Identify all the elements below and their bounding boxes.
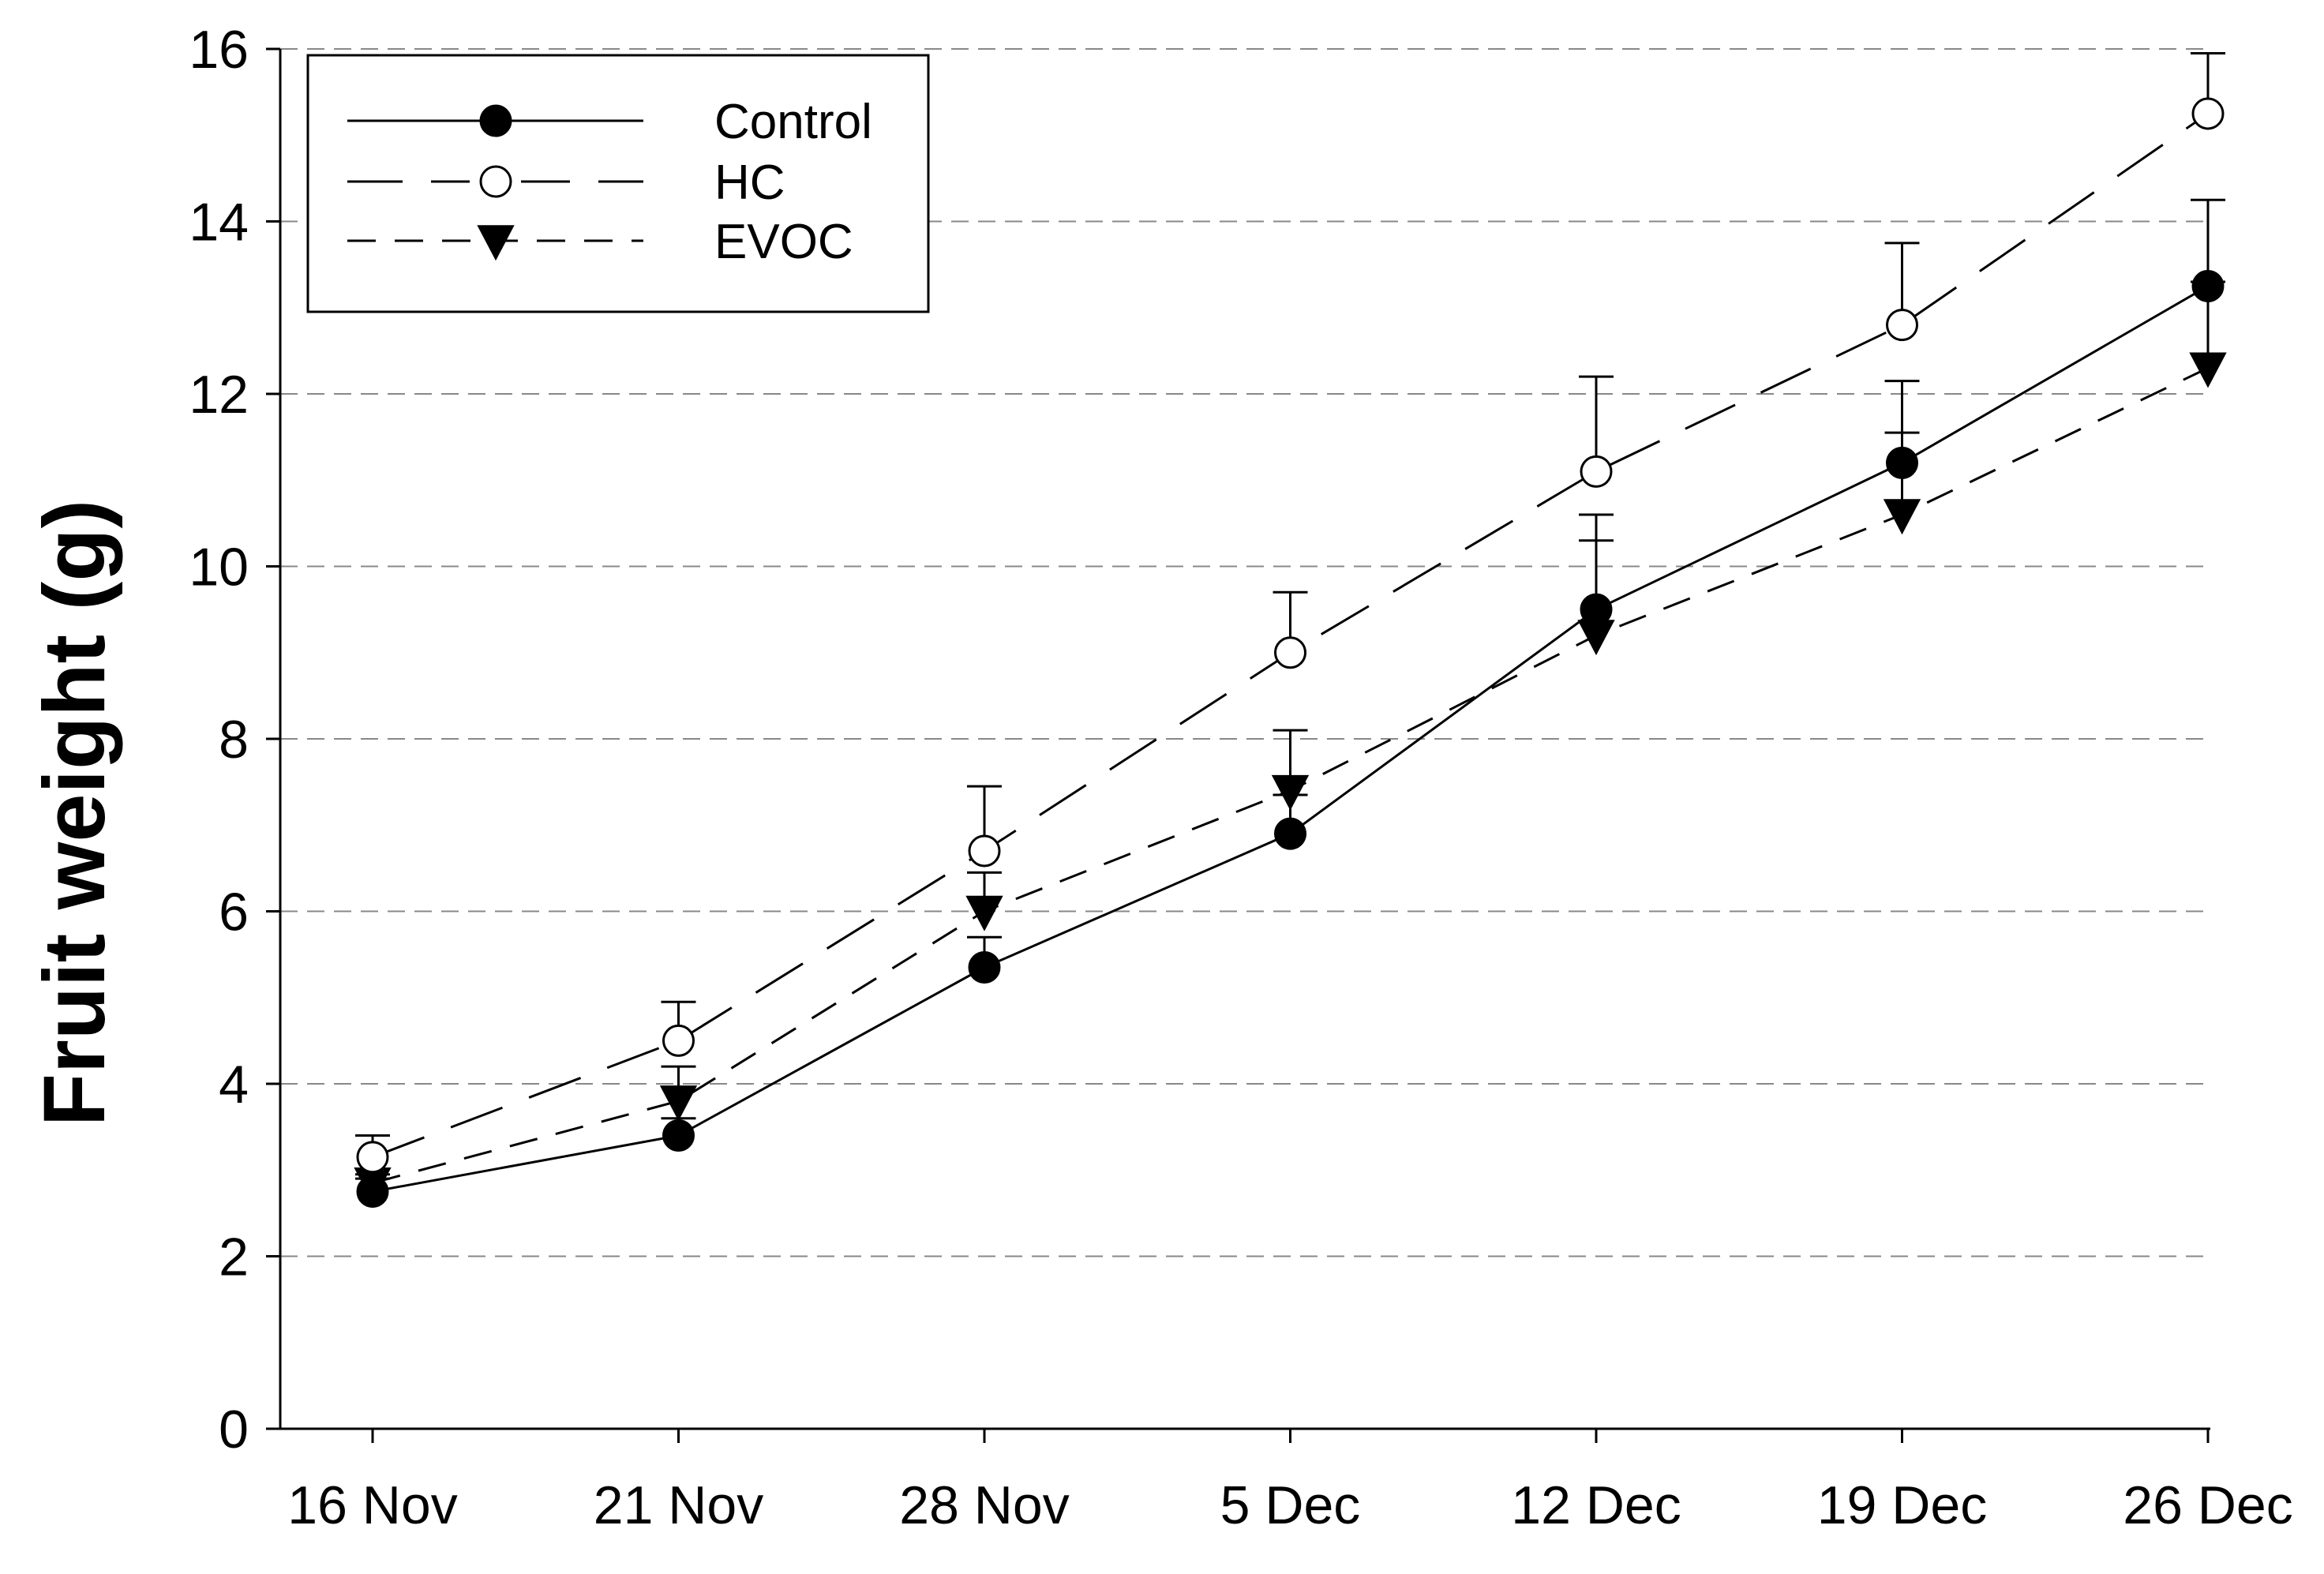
axes: 0 2 4 6 8 10 12 14 16 16 Nov 21 Nov 28 Nov 5 Dec 12 D… (189, 20, 2292, 1535)
series-hc (355, 51, 2225, 1174)
series-evoc (354, 280, 2227, 1203)
data-point (1274, 636, 1306, 669)
legend-marker (477, 225, 515, 261)
data-point (1580, 593, 1613, 626)
data-point (2189, 352, 2227, 388)
data-point (1886, 309, 1918, 342)
y-tick-label: 4 (219, 1055, 249, 1115)
y-tick-label: 10 (189, 538, 249, 598)
legend-label: EVOC (714, 215, 853, 269)
series-group (354, 51, 2227, 1209)
data-point (1271, 774, 1310, 811)
legend-label: Control (714, 95, 872, 149)
data-point (968, 951, 1001, 984)
data-point (356, 1141, 389, 1174)
data-point (1580, 455, 1613, 488)
x-tick-label: 5 Dec (1220, 1475, 1361, 1535)
x-tick-label: 12 Dec (1511, 1475, 1681, 1535)
legend-marker (479, 104, 512, 137)
legend-label: HC (714, 156, 785, 210)
y-tick-label: 16 (189, 20, 249, 80)
data-point (662, 1024, 695, 1057)
data-point (356, 1175, 389, 1209)
legend-marker (479, 165, 512, 198)
x-tick-label: 16 Nov (287, 1475, 457, 1535)
y-tick-label: 0 (219, 1400, 249, 1460)
data-point (659, 1085, 698, 1122)
data-point (2191, 97, 2225, 130)
data-point (968, 834, 1001, 868)
data-point (2191, 269, 2225, 302)
data-point (965, 895, 1003, 931)
data-point (662, 1119, 695, 1152)
legend-box (306, 54, 930, 313)
x-tick-label: 28 Nov (899, 1475, 1069, 1535)
y-tick-label: 2 (219, 1227, 249, 1287)
series-control (355, 198, 2225, 1209)
data-point (1886, 446, 1918, 479)
y-tick-label: 6 (219, 883, 249, 943)
data-point (1274, 817, 1306, 850)
x-tick-label: 21 Nov (594, 1475, 763, 1535)
y-tick-label: 14 (189, 193, 249, 253)
y-axis-label: Fruit weight (g) (26, 500, 123, 1126)
x-tick-label: 26 Dec (2123, 1475, 2292, 1535)
y-tick-label: 8 (219, 710, 249, 770)
y-tick-label: 12 (189, 365, 249, 425)
x-tick-label: 19 Dec (1817, 1475, 1987, 1535)
data-point (1883, 499, 1921, 535)
